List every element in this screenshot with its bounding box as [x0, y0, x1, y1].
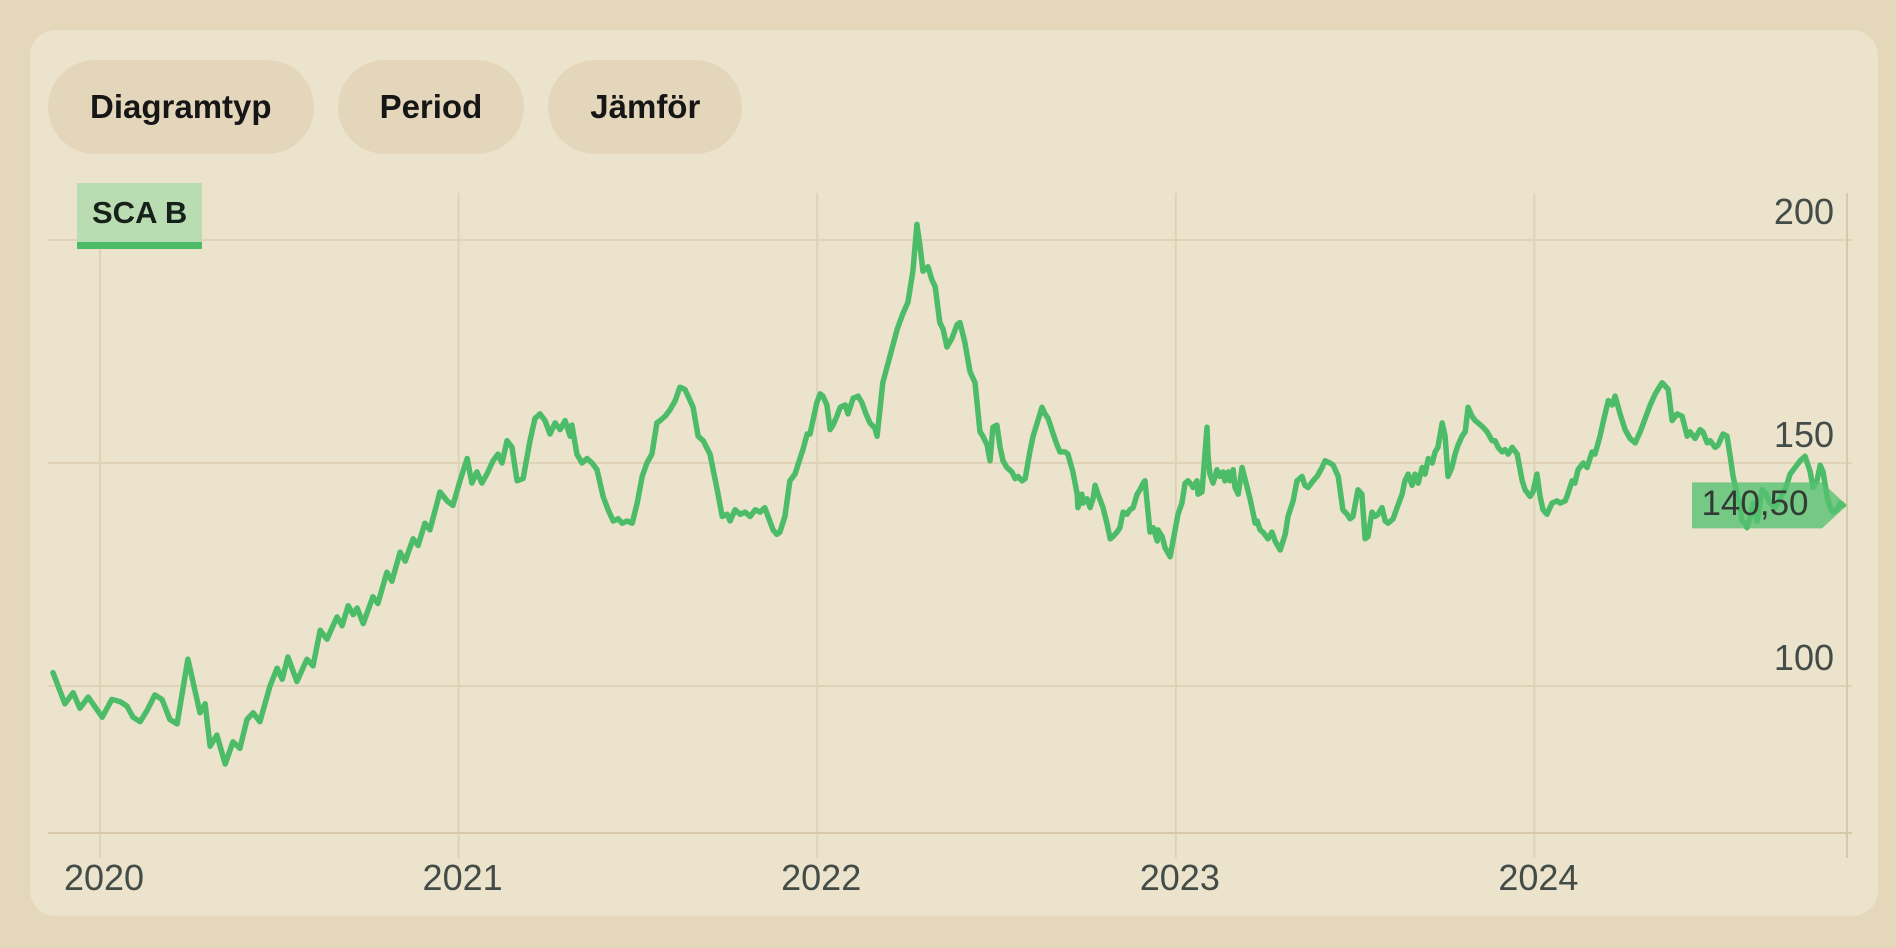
instrument-legend-chip[interactable]: SCA B [77, 183, 203, 249]
y-axis-label: 200 [1773, 191, 1834, 232]
x-axis-label: 2024 [1498, 857, 1579, 898]
chart-type-button[interactable]: Diagramtyp [48, 60, 314, 154]
x-axis-label: 2020 [63, 857, 145, 898]
x-axis-label: 2023 [1139, 857, 1220, 898]
price-line [50, 221, 1846, 767]
x-axis-label: 2022 [781, 857, 862, 898]
compare-button[interactable]: Jämför [548, 60, 743, 154]
x-axis-label: 2021 [422, 857, 503, 898]
chart-panel [30, 30, 1878, 916]
last-price-badge-label: 140,50 [1701, 484, 1809, 524]
last-price-badge [1692, 482, 1847, 529]
toolbar: Diagramtyp Period Jämför [48, 60, 743, 154]
period-button[interactable]: Period [337, 60, 525, 154]
y-axis-label: 150 [1773, 414, 1834, 455]
y-axis-label: 100 [1773, 637, 1834, 678]
